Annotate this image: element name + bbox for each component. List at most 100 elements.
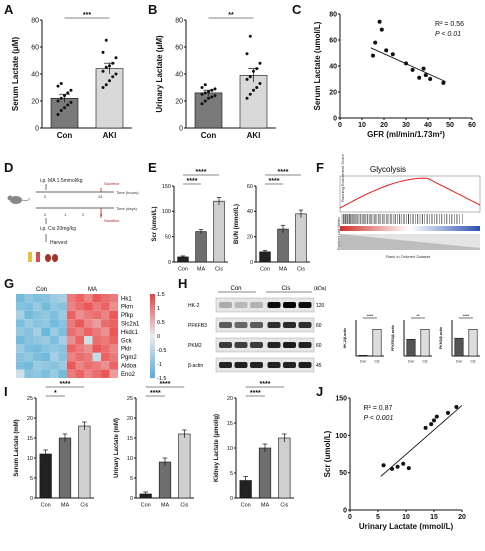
data-point — [248, 34, 252, 38]
tick-bottom-3: 3 — [100, 212, 103, 217]
wb-kda-2: 60 — [316, 323, 322, 329]
data-point — [56, 84, 60, 88]
data-point — [108, 79, 111, 83]
y-tick-label: 40 — [31, 71, 39, 78]
heatmap-cell — [75, 327, 84, 336]
x-tick-label-ma: MA — [279, 267, 288, 273]
x-tick-label-con: Con — [408, 360, 414, 364]
x-tick-label-con: Con — [41, 503, 51, 509]
time-hours-label: Time (hours) — [116, 190, 139, 195]
tick-bottom-1: 1 — [64, 212, 67, 217]
legend-tick: -0.5 — [157, 348, 166, 354]
x-tick-label: 10 — [402, 514, 410, 521]
wb-band — [234, 362, 248, 368]
tick-bottom-2: 2 — [82, 212, 85, 217]
wb-strip-1 — [215, 297, 315, 313]
data-point — [245, 77, 249, 81]
data-point — [428, 77, 433, 81]
data-point — [210, 95, 214, 99]
data-point — [59, 96, 63, 100]
heatmap-cell — [75, 294, 84, 303]
heatmap-cell — [84, 327, 93, 336]
cis-injection-label: i.p. Cis 20mg/kg — [40, 226, 76, 232]
heatmap-cell — [67, 361, 76, 370]
data-point — [406, 466, 411, 471]
x-tick-label-cis: Cis — [374, 360, 379, 364]
bar-cis — [468, 329, 478, 357]
x-tick-label-cis: Cis — [297, 267, 305, 273]
y-tick-label: 0 — [250, 260, 253, 266]
bar-ma — [158, 461, 172, 499]
panel-label-c: C — [292, 2, 302, 17]
data-point — [379, 27, 384, 32]
heatmap-cell — [67, 327, 76, 336]
x-tick-label: 30 — [402, 122, 410, 129]
chart-c: 0 10 20 30 40 50 60 0 20 40 60 80 GFR (ml/min/1.73m²… — [313, 12, 476, 140]
p-value-annotation: P < 0.01 — [435, 31, 461, 38]
data-point — [213, 94, 217, 98]
r-squared-annotation: R² = 0.56 — [435, 21, 464, 28]
x-tick-label: 0 — [348, 514, 352, 521]
sacrifice-label-top: Sacrifice — [104, 181, 120, 186]
y-tick-label: 20 — [227, 396, 233, 402]
data-point — [410, 67, 415, 72]
data-point — [69, 88, 73, 92]
data-point — [111, 75, 115, 79]
heatmap-cell — [33, 336, 42, 345]
wb-strip-3 — [215, 337, 315, 353]
heatmap-cell — [84, 369, 93, 378]
chart-h2: Con Cis HK-2/β-actin **** — [343, 313, 384, 364]
wb-band — [283, 302, 296, 308]
panel-label-d: D — [4, 160, 14, 175]
chart-h3: Con Cis PFKFB3/β-actin ** — [391, 313, 432, 364]
x-tick-label: 15 — [430, 514, 438, 521]
data-point — [56, 99, 60, 103]
wb-band — [219, 362, 232, 368]
y-tick-label: 80 — [329, 12, 337, 19]
heatmap-cell — [41, 352, 50, 362]
panel-label-i: I — [4, 384, 8, 399]
heatmap-legend-bar — [150, 294, 155, 378]
gene-label-slc2a1: Slc2a1 — [121, 322, 140, 328]
wb-strip-2 — [215, 317, 315, 333]
x-tick-label-cis: Cis — [215, 267, 223, 273]
wb-kda-4: 45 — [316, 363, 322, 369]
enrichment-curve — [339, 177, 481, 209]
y-tick-label: 0 — [30, 496, 33, 502]
x-axis-label: Urinary Lactate (mmol/L) — [359, 522, 454, 531]
heatmap-cell — [67, 352, 76, 362]
heatmap-cell — [101, 327, 110, 336]
data-point — [114, 56, 118, 60]
wb-band — [298, 322, 312, 328]
y-tick-label: 15 — [227, 421, 233, 427]
bar-cis — [213, 200, 225, 263]
y-tick-label: 0 — [333, 116, 337, 123]
heatmap-cell — [41, 344, 50, 353]
panel-label-h: H — [178, 276, 188, 291]
heatmap-cell — [67, 294, 76, 303]
heatmap-cell — [16, 327, 25, 336]
heatmap-cell — [58, 294, 67, 303]
heatmap-cell — [109, 361, 118, 370]
heatmap-cell — [67, 336, 76, 345]
y-tick-label: 0 — [168, 260, 171, 266]
x-tick-label: 20 — [458, 514, 466, 521]
data-point — [101, 69, 105, 73]
gene-label-gck: Gck — [121, 338, 133, 344]
x-tick-label-cis: Cis — [80, 503, 88, 509]
x-tick-label-cis: Cis — [280, 503, 288, 509]
y-tick-label: 150 — [335, 396, 347, 403]
heatmap-cell — [41, 310, 50, 320]
y-tick-label: 80 — [31, 17, 39, 24]
gene-label-hkdc1: Hkdc1 — [121, 330, 139, 336]
data-point — [258, 81, 262, 85]
x-axis-label: GFR (ml/min/1.73m²) — [367, 130, 445, 139]
heatmap-cell — [16, 302, 25, 311]
heatmap-cell — [84, 294, 93, 303]
y-tick-label: 40 — [175, 71, 183, 78]
heatmap-cell — [75, 319, 84, 328]
gsea-xlabel: Rank in Ordered Dataset — [386, 254, 431, 259]
significance-stars: *** — [83, 12, 91, 19]
heatmap-cell — [109, 310, 118, 320]
legend-tick: 1 — [157, 306, 160, 312]
